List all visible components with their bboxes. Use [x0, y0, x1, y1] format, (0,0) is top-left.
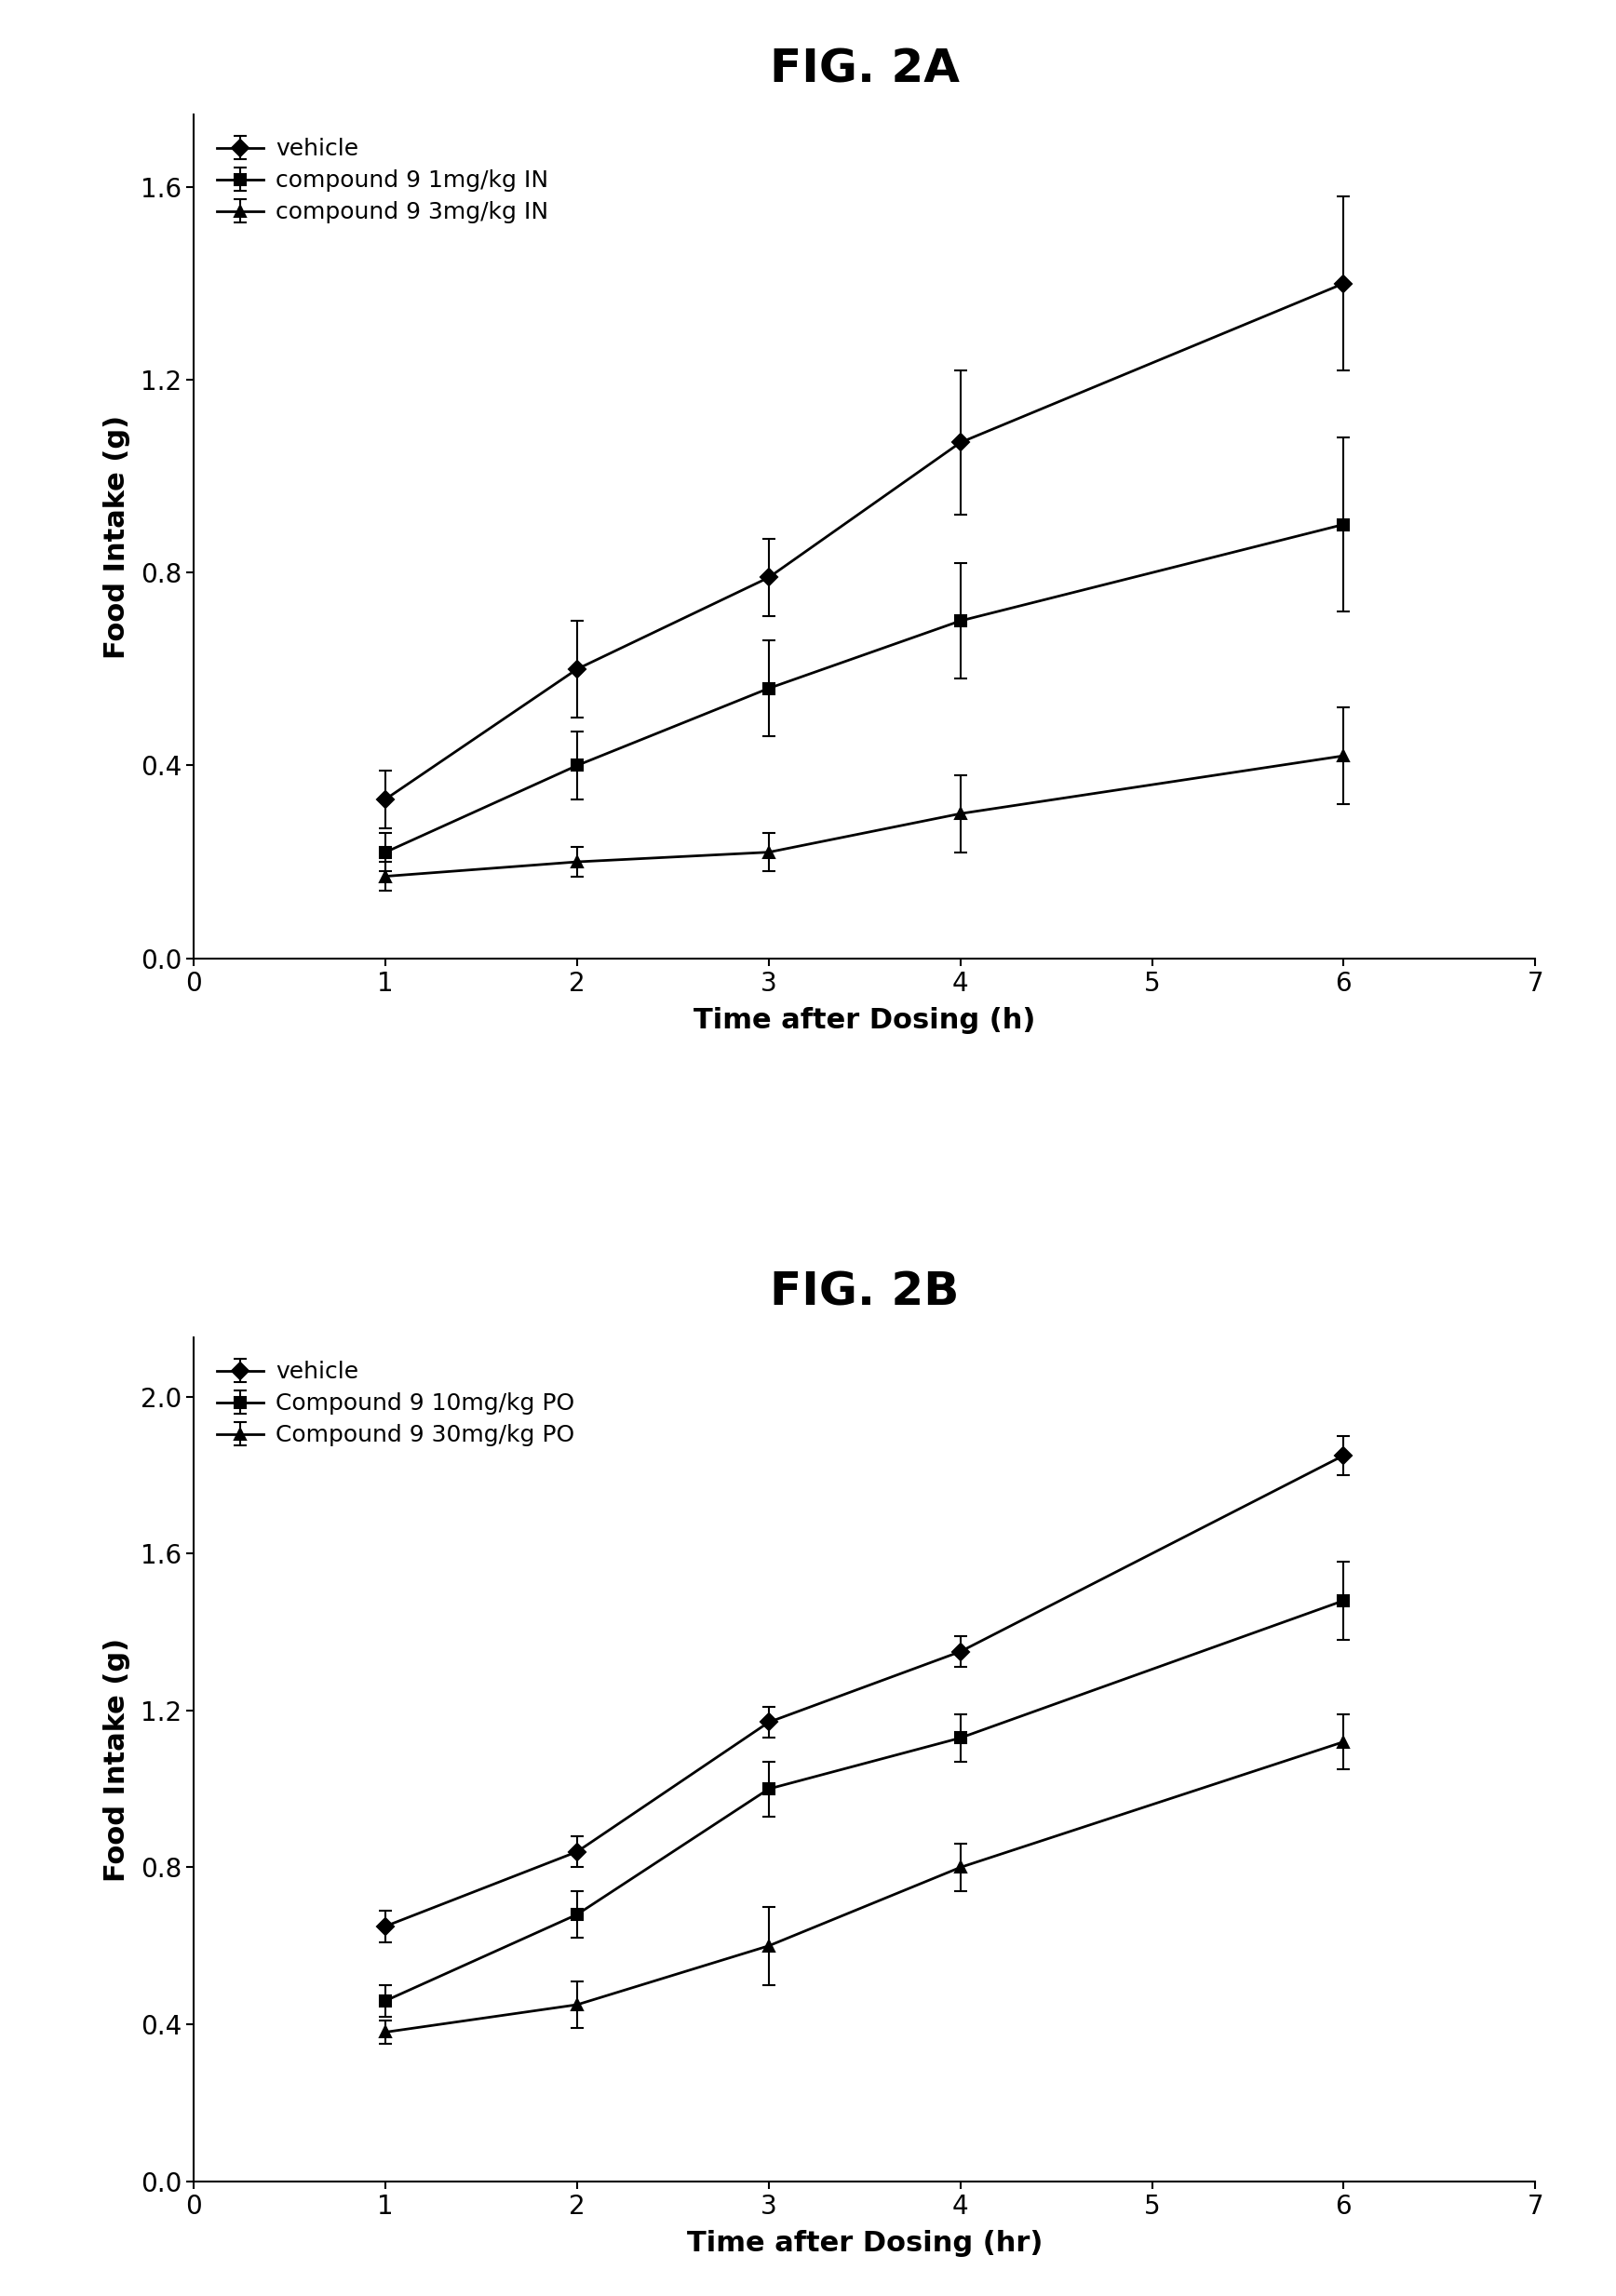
- Title: FIG. 2B: FIG. 2B: [769, 1270, 960, 1316]
- X-axis label: Time after Dosing (h): Time after Dosing (h): [693, 1008, 1036, 1033]
- Legend: vehicle, Compound 9 10mg/kg PO, Compound 9 30mg/kg PO: vehicle, Compound 9 10mg/kg PO, Compound…: [205, 1350, 587, 1458]
- X-axis label: Time after Dosing (hr): Time after Dosing (hr): [687, 2229, 1042, 2257]
- Y-axis label: Food Intake (g): Food Intake (g): [103, 1637, 129, 1880]
- Title: FIG. 2A: FIG. 2A: [769, 48, 960, 92]
- Legend: vehicle, compound 9 1mg/kg IN, compound 9 3mg/kg IN: vehicle, compound 9 1mg/kg IN, compound …: [205, 126, 559, 234]
- Y-axis label: Food Intake (g): Food Intake (g): [103, 416, 129, 659]
